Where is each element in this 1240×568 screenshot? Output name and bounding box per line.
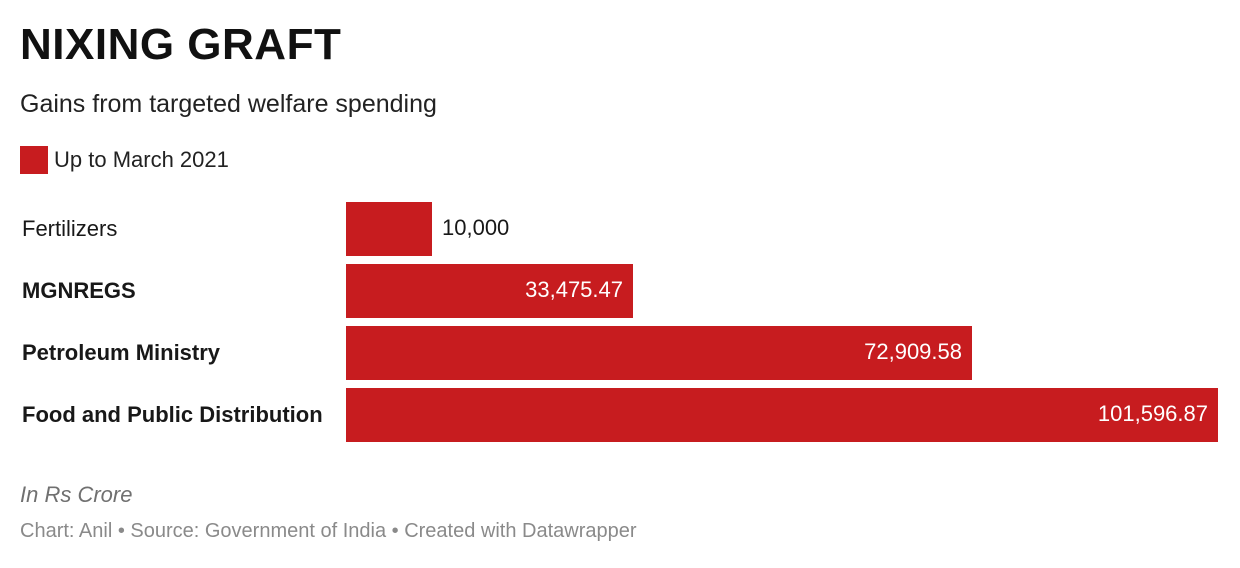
- bar-value-label: 72,909.58: [864, 339, 962, 364]
- chart-credit: Chart: Anil • Source: Government of Indi…: [20, 520, 637, 542]
- bar-value-label: 33,475.47: [525, 277, 623, 302]
- bar: [346, 326, 972, 380]
- chart-notes: In Rs Crore: [20, 482, 133, 507]
- category-label: Fertilizers: [22, 216, 118, 241]
- legend: Up to March 2021: [20, 146, 229, 174]
- bar-value-label: 10,000: [442, 215, 510, 240]
- category-label: Food and Public Distribution: [22, 402, 323, 427]
- category-label: MGNREGS: [22, 278, 136, 303]
- category-label: Petroleum Ministry: [22, 340, 221, 365]
- legend-swatch: [20, 146, 48, 174]
- chart-subtitle: Gains from targeted welfare spending: [20, 90, 437, 118]
- chart-title: NIXING GRAFT: [20, 20, 342, 69]
- bar: [346, 202, 432, 256]
- legend-label: Up to March 2021: [54, 147, 229, 172]
- bar: [346, 388, 1218, 442]
- bar-value-label: 101,596.87: [1097, 401, 1208, 426]
- bar: [346, 264, 633, 318]
